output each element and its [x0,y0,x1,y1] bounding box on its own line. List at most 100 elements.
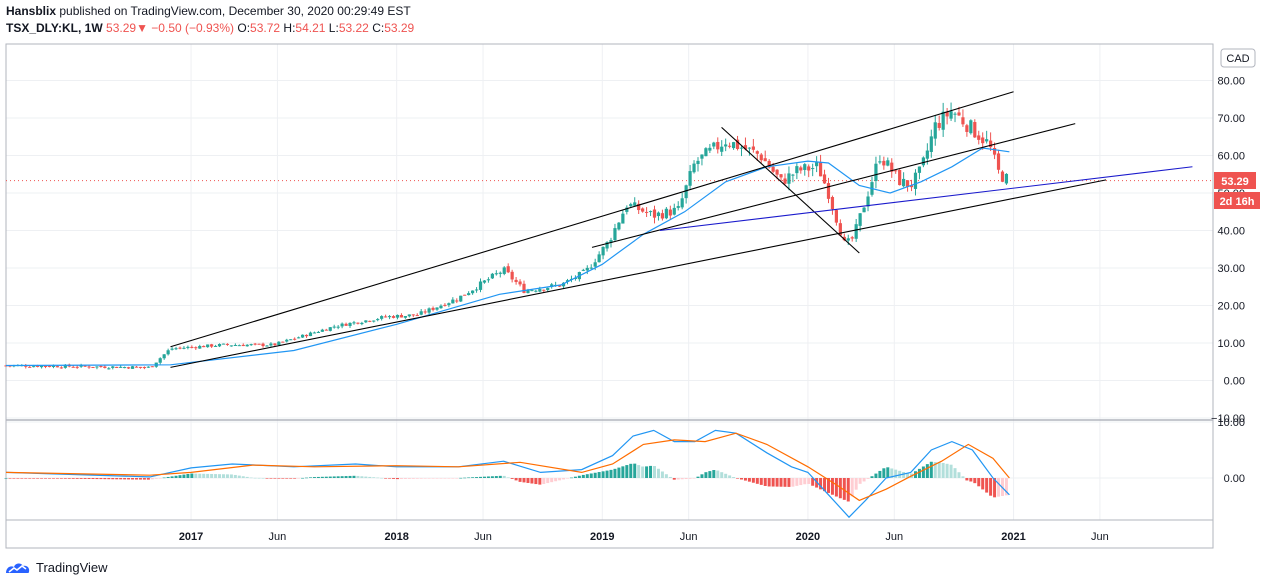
macd-histogram-bar[interactable] [352,475,356,478]
candle-body[interactable] [565,280,570,282]
candle-body[interactable] [609,240,613,243]
candle-body[interactable] [265,345,269,347]
macd-histogram-bar[interactable] [1004,478,1008,496]
candle-body[interactable] [478,281,483,290]
macd-histogram-bar[interactable] [554,478,558,482]
macd-histogram-bar[interactable] [858,478,862,484]
macd-histogram-bar[interactable] [973,478,977,484]
candle-body[interactable] [83,365,87,367]
macd-histogram-bar[interactable] [870,476,874,478]
macd-histogram-bar[interactable] [237,475,241,478]
candle-body[interactable] [557,284,562,287]
candle-body[interactable] [261,343,265,347]
candle-body[interactable] [455,300,459,302]
candle-body[interactable] [775,169,779,175]
macd-histogram-bar[interactable] [87,478,91,479]
candle-body[interactable] [241,344,245,347]
macd-histogram-bar[interactable] [170,476,174,478]
trendline-channel-lower[interactable] [170,179,1107,368]
candle-body[interactable] [664,208,668,219]
macd-histogram-bar[interactable] [245,476,249,478]
candle-body[interactable] [862,207,866,213]
macd-histogram-bar[interactable] [925,464,929,478]
macd-histogram-bar[interactable] [119,478,123,480]
macd-histogram-bar[interactable] [704,472,708,478]
macd-histogram-bar[interactable] [202,473,206,478]
candle-body[interactable] [233,345,237,347]
candle-body[interactable] [589,267,593,269]
candle-body[interactable] [795,166,799,174]
macd-histogram-bar[interactable] [826,478,830,493]
macd-histogram-bar[interactable] [518,478,522,482]
candle-body[interactable] [293,338,297,340]
macd-histogram-bar[interactable] [811,478,815,486]
macd-histogram-bar[interactable] [107,478,111,480]
candle-body[interactable] [344,323,348,326]
macd-histogram-bar[interactable] [218,474,222,478]
macd-histogram-bar[interactable] [435,478,439,479]
candle-body[interactable] [546,287,550,291]
macd-histogram-bar[interactable] [388,478,392,479]
trendline-downtrend[interactable] [721,126,860,254]
macd-histogram-bar[interactable] [589,473,593,478]
macd-histogram-bar[interactable] [510,478,514,479]
candle-body[interactable] [882,160,886,166]
macd-histogram-bar[interactable] [443,478,447,479]
macd-histogram-bar[interactable] [166,476,170,478]
candle-body[interactable] [902,178,906,187]
candle-body[interactable] [633,202,637,206]
macd-histogram-bar[interactable] [613,468,617,478]
candle-body[interactable] [656,212,661,217]
candle-body[interactable] [221,343,226,345]
candle-body[interactable] [182,347,186,349]
macd-histogram-bar[interactable] [297,478,301,479]
candle-body[interactable] [514,279,518,283]
macd-histogram-bar[interactable] [724,473,728,478]
candle-body[interactable] [854,224,858,239]
trendline-support[interactable] [659,166,1193,232]
macd-histogram-bar[interactable] [178,475,182,478]
macd-histogram-bar[interactable] [894,469,898,478]
macd-histogram-bar[interactable] [36,478,40,479]
macd-histogram-bar[interactable] [739,478,743,480]
candle-body[interactable] [87,366,91,368]
candle-body[interactable] [830,197,835,210]
macd-histogram-bar[interactable] [961,476,965,478]
macd-histogram-bar[interactable] [787,478,791,487]
candle-body[interactable] [328,327,332,331]
macd-histogram-bar[interactable] [542,478,546,484]
macd-histogram-bar[interactable] [823,478,827,492]
macd-histogram-bar[interactable] [482,476,486,478]
candle-body[interactable] [716,141,720,150]
candle-body[interactable] [846,238,850,241]
macd-histogram-bar[interactable] [395,478,399,480]
candle-body[interactable] [538,289,542,292]
candle-body[interactable] [668,209,672,216]
candle-body[interactable] [142,367,146,369]
macd-histogram-bar[interactable] [526,478,530,483]
candle-body[interactable] [894,170,898,172]
macd-histogram-bar[interactable] [941,462,945,478]
macd-histogram-bar[interactable] [597,472,601,478]
candle-body[interactable] [202,345,206,348]
macd-histogram-bar[interactable] [285,478,289,479]
macd-histogram-bar[interactable] [834,478,838,497]
candle-body[interactable] [763,158,767,162]
candle-body[interactable] [728,145,732,147]
macd-histogram-bar[interactable] [44,478,48,479]
candle-body[interactable] [447,303,451,306]
candle-body[interactable] [510,271,514,280]
trendline-middle-line[interactable] [591,123,1076,248]
macd-histogram-bar[interactable] [498,475,502,478]
candle-body[interactable] [886,160,890,166]
macd-histogram-bar[interactable] [257,477,261,479]
candle-body[interactable] [103,366,107,368]
macd-histogram-bar[interactable] [182,474,186,478]
macd-histogram-bar[interactable] [324,476,328,478]
candle-body[interactable] [150,366,154,368]
macd-histogram-bar[interactable] [253,477,257,479]
candle-body[interactable] [107,368,111,370]
candle-body[interactable] [225,343,230,345]
macd-histogram-bar[interactable] [79,478,83,479]
candle-body[interactable] [818,162,823,177]
